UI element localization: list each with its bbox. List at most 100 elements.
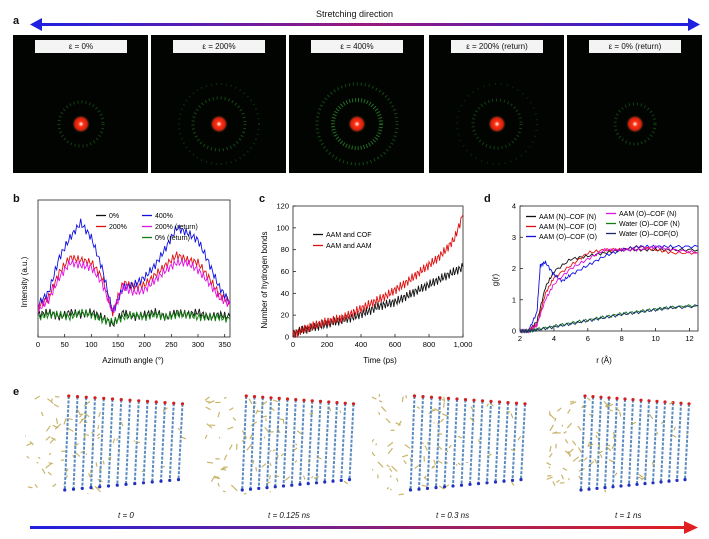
oxygen-atom [655,399,659,403]
nitrogen-atom [595,486,599,490]
legend-entry: 400% [155,213,173,220]
oxygen-atom [421,395,425,399]
y-tick-label: 0 [512,327,516,336]
solvent-molecule [615,406,620,412]
x-tick-label: 4 [552,334,556,343]
cof-layer [307,400,314,484]
solvent-molecule [293,447,298,451]
solvent-molecule [559,482,565,484]
solvent-molecule [279,418,285,421]
series-line [37,251,231,317]
nitrogen-atom [659,480,663,484]
solvent-molecule [437,460,443,464]
solvent-molecule [40,411,44,417]
solvent-molecule [46,398,54,404]
solvent-molecule [562,467,568,471]
solvent-molecule [395,477,399,482]
oxygen-atom [639,398,643,402]
solvent-molecule [343,480,348,485]
cof-layer [676,403,682,481]
cof-layer [107,398,114,487]
solvent-molecule [652,461,654,467]
solvent-molecule [99,468,102,471]
x-tick-label: 0 [36,340,40,349]
solvent-molecule [443,402,445,408]
solvent-molecule [205,434,208,440]
solvent-molecule [81,417,86,421]
cof-layer [81,397,88,489]
solvent-molecule [577,425,582,431]
solvent-molecule [243,492,247,495]
oxygen-atom [145,399,150,403]
oxygen-atom [480,399,485,403]
panel-letter-d: d [484,193,491,205]
solvent-molecule [217,482,220,487]
diffraction-panel-1: ε = 200% [151,35,286,173]
legend-entry: AAM (N)–COF (N) [539,214,596,221]
oxygen-atom [607,396,611,400]
solvent-molecule [292,445,294,447]
nitrogen-atom [643,482,647,486]
oxygen-atom [506,401,510,405]
solvent-molecule [619,411,622,417]
y-tick-label: 20 [281,311,289,320]
solvent-molecule [568,448,574,454]
oxygen-atom [102,396,106,400]
oxygen-atom [343,401,347,405]
solvent-molecule [205,396,210,401]
cof-layer [452,398,458,487]
cof-layer [249,396,256,490]
diffraction-panel-0: ε = 0% [13,35,148,173]
solvent-molecule [486,403,489,407]
solvent-molecule [223,396,227,399]
cof-layer [151,401,158,483]
cof-layer [503,402,509,482]
solvent-molecule [378,411,381,416]
solvent-molecule [594,458,598,465]
solvent-molecule [554,417,557,422]
solvent-molecule [217,411,221,418]
cof-layer [644,400,650,484]
cof-layer [486,401,492,483]
nitrogen-atom [476,482,481,486]
cof-layer [266,397,272,488]
oxygen-atom [269,396,273,400]
solvent-molecule [597,444,601,448]
solvent-molecule [248,398,253,405]
oxygen-atom [599,395,603,399]
oxygen-atom [351,402,356,406]
nitrogen-atom [619,484,623,488]
x-tick-label: 350 [218,340,231,349]
molecular-snapshot-0 [25,394,187,494]
solvent-molecule [608,459,614,463]
solvent-molecule [177,427,181,431]
oxygen-atom [514,401,519,405]
solvent-molecule [549,445,552,452]
solvent-molecule [107,457,112,460]
solvent-molecule [162,407,168,412]
solvent-molecule [486,453,492,458]
solvent-molecule [246,444,253,451]
solvent-molecule [68,418,73,421]
nitrogen-atom [635,482,639,486]
time-label-2: t = 0.3 ns [436,511,470,520]
solvent-molecule [546,476,553,480]
nitrogen-atom [71,487,76,491]
oxygen-atom [244,394,248,398]
solvent-molecule [469,417,475,423]
oxygen-atom [137,399,141,403]
nitrogen-atom [290,483,294,487]
solvent-molecule [309,412,314,415]
solvent-molecule [605,405,608,408]
solvent-molecule [255,466,258,472]
nitrogen-atom [273,485,277,489]
molecular-snapshot-2 [372,393,527,496]
solvent-molecule [79,413,83,418]
x-tick-label: 8 [620,334,624,343]
diffraction-label: ε = 200% (return) [451,40,543,53]
stretching-arrow-top [30,18,700,31]
solvent-molecule [181,436,187,440]
solvent-molecule [490,403,494,407]
nitrogen-atom [459,483,464,487]
solvent-molecule [386,464,390,468]
